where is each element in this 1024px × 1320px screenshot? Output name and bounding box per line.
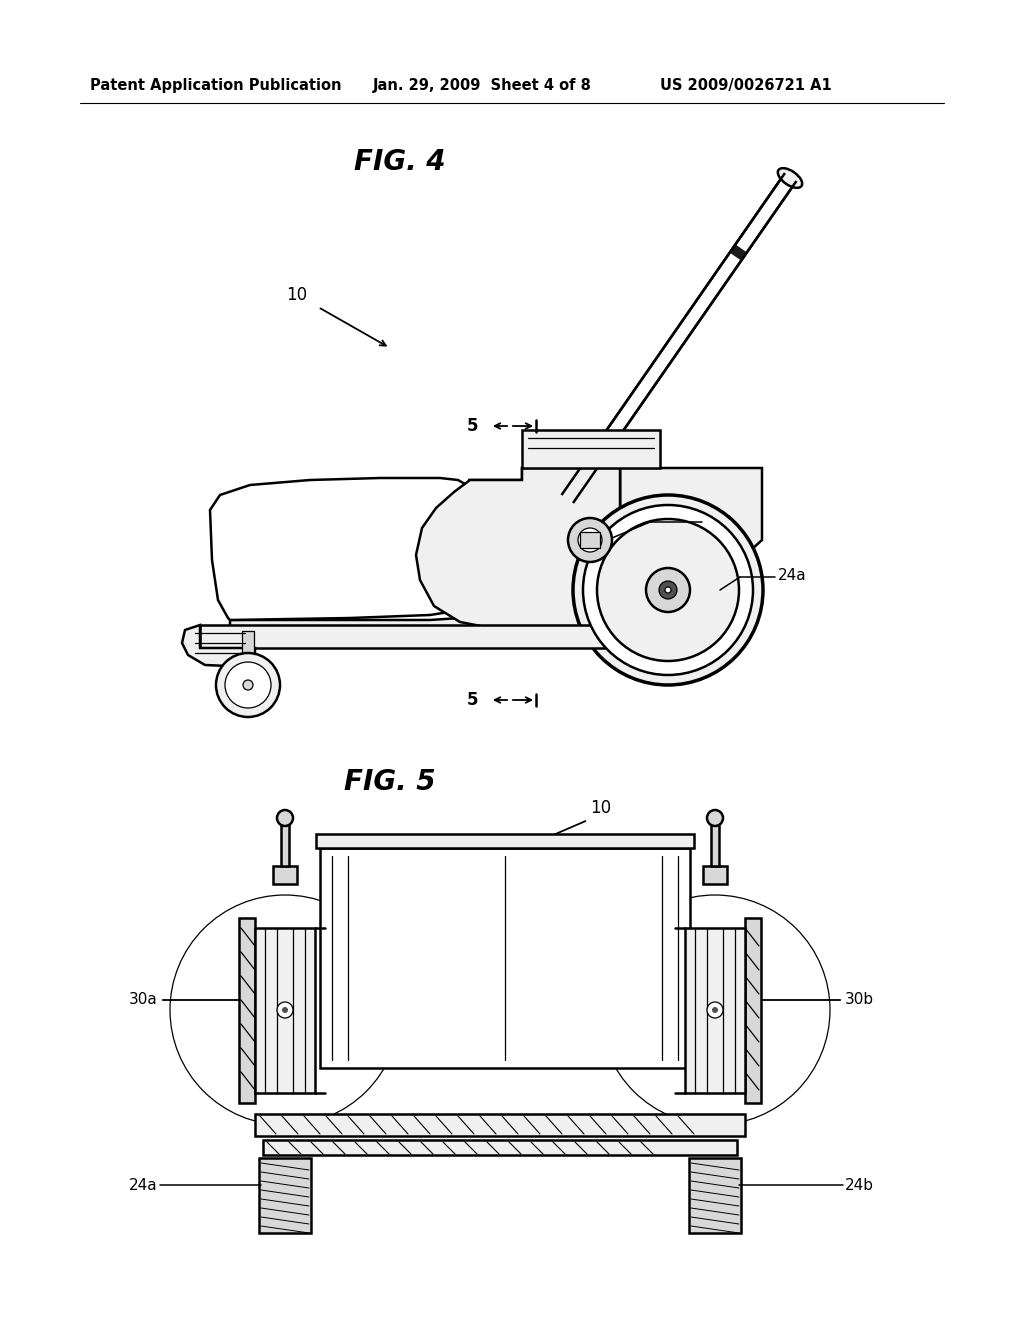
Text: FIG. 5: FIG. 5 bbox=[344, 768, 436, 796]
Bar bbox=[703, 866, 727, 884]
Polygon shape bbox=[711, 821, 719, 866]
Circle shape bbox=[278, 1002, 293, 1018]
Polygon shape bbox=[730, 244, 746, 260]
Text: 5: 5 bbox=[467, 690, 478, 709]
Circle shape bbox=[585, 535, 595, 545]
Bar bbox=[255, 928, 315, 1093]
Circle shape bbox=[583, 506, 753, 675]
Bar bbox=[255, 1114, 745, 1137]
Polygon shape bbox=[210, 478, 514, 620]
Bar bbox=[239, 917, 255, 1104]
Text: Jan. 29, 2009  Sheet 4 of 8: Jan. 29, 2009 Sheet 4 of 8 bbox=[373, 78, 592, 92]
Text: 10: 10 bbox=[286, 286, 307, 304]
Circle shape bbox=[707, 1002, 723, 1018]
Circle shape bbox=[646, 568, 690, 612]
Text: 30a: 30a bbox=[129, 993, 158, 1007]
Bar bbox=[745, 917, 761, 1104]
Bar bbox=[319, 847, 690, 1068]
Bar bbox=[689, 1158, 741, 1233]
Circle shape bbox=[712, 1007, 718, 1012]
Bar bbox=[263, 1140, 737, 1155]
Text: 30a: 30a bbox=[705, 512, 734, 528]
Circle shape bbox=[578, 528, 602, 552]
Polygon shape bbox=[620, 469, 762, 640]
Text: FIG. 4: FIG. 4 bbox=[354, 148, 445, 176]
Circle shape bbox=[597, 519, 739, 661]
Circle shape bbox=[216, 653, 280, 717]
Circle shape bbox=[573, 495, 763, 685]
Polygon shape bbox=[562, 174, 796, 502]
Text: 10: 10 bbox=[590, 799, 611, 817]
Circle shape bbox=[568, 517, 612, 562]
Bar bbox=[580, 532, 600, 548]
Bar bbox=[242, 631, 254, 655]
Text: 24a: 24a bbox=[129, 1177, 158, 1192]
Text: Patent Application Publication: Patent Application Publication bbox=[90, 78, 341, 92]
Bar bbox=[273, 866, 297, 884]
Polygon shape bbox=[182, 624, 255, 667]
Ellipse shape bbox=[778, 168, 802, 187]
Polygon shape bbox=[281, 821, 289, 866]
Text: 5: 5 bbox=[467, 417, 478, 436]
Polygon shape bbox=[416, 469, 620, 636]
Circle shape bbox=[282, 1007, 288, 1012]
Bar bbox=[522, 430, 660, 469]
Text: 30b: 30b bbox=[845, 993, 874, 1007]
Polygon shape bbox=[230, 469, 620, 640]
Circle shape bbox=[659, 581, 677, 599]
Circle shape bbox=[665, 587, 671, 593]
Bar bbox=[685, 928, 745, 1093]
Bar bbox=[316, 834, 694, 847]
Text: 24b: 24b bbox=[845, 1177, 874, 1192]
Circle shape bbox=[707, 810, 723, 826]
Circle shape bbox=[225, 663, 271, 708]
Circle shape bbox=[243, 680, 253, 690]
Text: 24a: 24a bbox=[778, 568, 807, 582]
Circle shape bbox=[278, 810, 293, 826]
Polygon shape bbox=[200, 624, 630, 648]
Text: US 2009/0026721 A1: US 2009/0026721 A1 bbox=[660, 78, 831, 92]
Bar bbox=[259, 1158, 311, 1233]
